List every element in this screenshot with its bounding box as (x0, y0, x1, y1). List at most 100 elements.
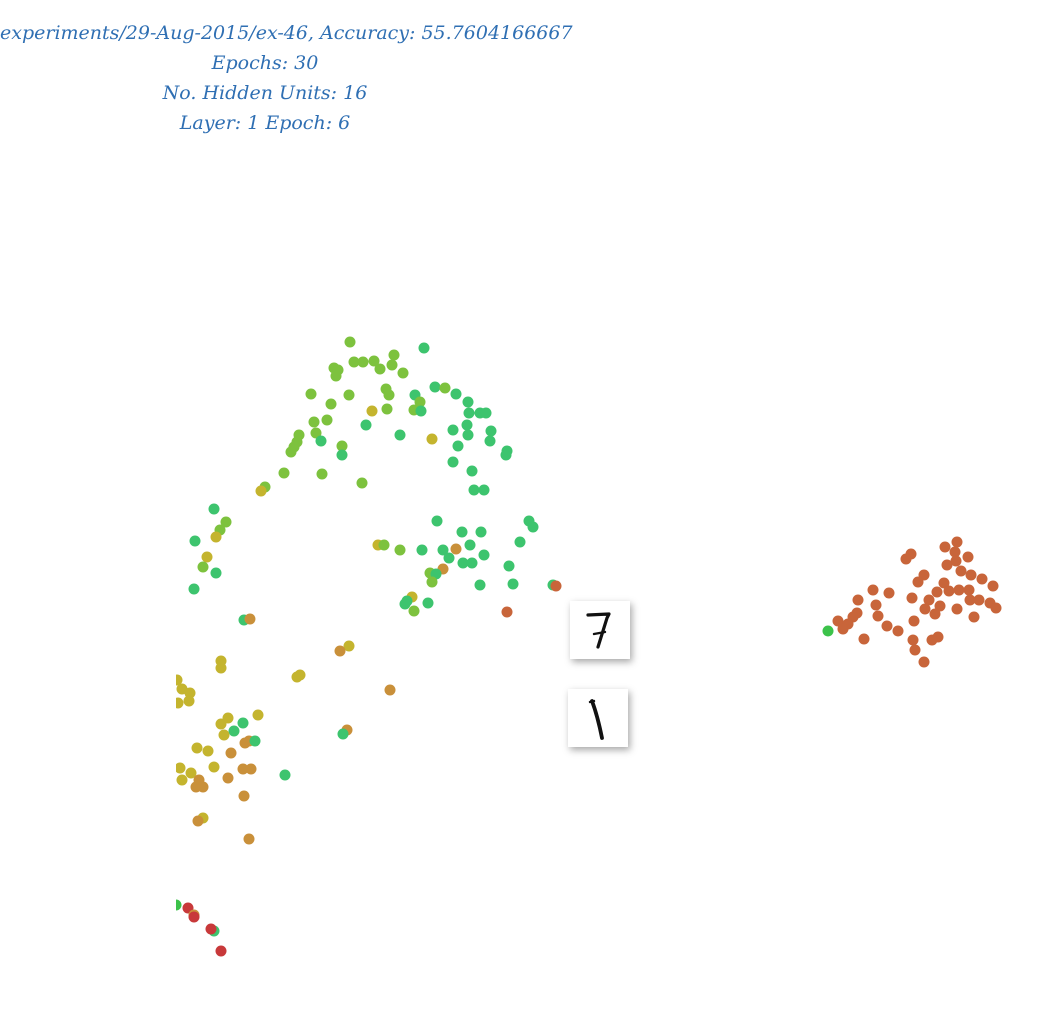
scatter-point[interactable] (325, 398, 337, 410)
scatter-point[interactable] (464, 539, 476, 551)
scatter-point[interactable] (188, 911, 200, 923)
scatter-point[interactable] (175, 762, 186, 774)
scatter-point[interactable] (881, 620, 893, 632)
scatter-point[interactable] (466, 557, 478, 569)
scatter-point[interactable] (912, 576, 924, 588)
scatter-point[interactable] (222, 772, 234, 784)
scatter-point[interactable] (171, 899, 182, 911)
scatter-point[interactable] (220, 516, 232, 528)
scatter-point[interactable] (955, 565, 967, 577)
scatter-point[interactable] (399, 598, 411, 610)
scatter-point[interactable] (462, 429, 474, 441)
scatter-point[interactable] (215, 718, 227, 730)
scatter-point[interactable] (285, 446, 297, 458)
scatter-point[interactable] (463, 407, 475, 419)
scatter-point[interactable] (990, 602, 1002, 614)
scatter-point[interactable] (360, 419, 372, 431)
scatter-point[interactable] (907, 634, 919, 646)
scatter-point[interactable] (315, 435, 327, 447)
scatter-point[interactable] (228, 725, 240, 737)
scatter-point[interactable] (197, 781, 209, 793)
scatter-point[interactable] (394, 429, 406, 441)
digit-1-thumbnail[interactable] (568, 689, 628, 747)
scatter-point[interactable] (394, 544, 406, 556)
scatter-point[interactable] (462, 396, 474, 408)
scatter-point[interactable] (965, 569, 977, 581)
scatter-point[interactable] (918, 656, 930, 668)
scatter-point[interactable] (356, 477, 368, 489)
scatter-point[interactable] (381, 403, 393, 415)
scatter-point[interactable] (478, 484, 490, 496)
scatter-point[interactable] (189, 535, 201, 547)
scatter-point[interactable] (337, 728, 349, 740)
scatter-point[interactable] (456, 526, 468, 538)
scatter-point[interactable] (210, 567, 222, 579)
scatter-point[interactable] (176, 774, 188, 786)
scatter-point[interactable] (255, 485, 267, 497)
scatter-point[interactable] (507, 578, 519, 590)
scatter-point[interactable] (201, 551, 213, 563)
scatter-point[interactable] (208, 503, 220, 515)
scatter-point[interactable] (202, 745, 214, 757)
scatter-point[interactable] (457, 557, 469, 569)
digit-7-thumbnail[interactable] (570, 601, 630, 659)
scatter-point[interactable] (366, 405, 378, 417)
scatter-point[interactable] (173, 697, 184, 709)
scatter-point[interactable] (383, 389, 395, 401)
scatter-point[interactable] (215, 945, 227, 957)
scatter-point[interactable] (374, 363, 386, 375)
scatter-point[interactable] (950, 555, 962, 567)
scatter-point[interactable] (943, 585, 955, 597)
scatter-point[interactable] (237, 763, 249, 775)
scatter-point[interactable] (334, 645, 346, 657)
scatter-point[interactable] (243, 833, 255, 845)
scatter-point[interactable] (926, 634, 938, 646)
scatter-point[interactable] (386, 359, 398, 371)
scatter-point[interactable] (452, 440, 464, 452)
scatter-point[interactable] (973, 594, 985, 606)
scatter-point[interactable] (501, 606, 513, 618)
scatter-point[interactable] (500, 449, 512, 461)
scatter-point[interactable] (858, 633, 870, 645)
scatter-point[interactable] (892, 625, 904, 637)
scatter-point[interactable] (310, 427, 322, 439)
scatter-point[interactable] (951, 536, 963, 548)
scatter-point[interactable] (919, 603, 931, 615)
scatter-point[interactable] (527, 521, 539, 533)
scatter-point[interactable] (475, 526, 487, 538)
scatter-point[interactable] (172, 674, 183, 686)
scatter-point[interactable] (934, 600, 946, 612)
scatter-point[interactable] (208, 761, 220, 773)
scatter-point[interactable] (336, 449, 348, 461)
scatter-point[interactable] (368, 355, 380, 367)
scatter-point[interactable] (210, 531, 222, 543)
scatter-point[interactable] (832, 615, 844, 627)
scatter-point[interactable] (872, 610, 884, 622)
scatter-point[interactable] (343, 640, 355, 652)
scatter-point[interactable] (837, 623, 849, 635)
scatter-point[interactable] (923, 594, 935, 606)
scatter-point[interactable] (205, 923, 217, 935)
scatter-point[interactable] (308, 416, 320, 428)
scatter-point[interactable] (964, 594, 976, 606)
scatter-point[interactable] (439, 382, 451, 394)
scatter-point[interactable] (416, 544, 428, 556)
scatter-point[interactable] (197, 561, 209, 573)
scatter-point[interactable] (909, 644, 921, 656)
scatter-point[interactable] (976, 573, 988, 585)
scatter-point[interactable] (330, 370, 342, 382)
scatter-point[interactable] (249, 735, 261, 747)
scatter-point[interactable] (408, 605, 420, 617)
scatter-point[interactable] (239, 737, 251, 749)
scatter-point[interactable] (867, 584, 879, 596)
scatter-point[interactable] (244, 613, 256, 625)
scatter-point[interactable] (906, 592, 918, 604)
scatter-point[interactable] (384, 684, 396, 696)
scatter-point[interactable] (305, 388, 317, 400)
scatter-point[interactable] (418, 342, 430, 354)
scatter-point[interactable] (183, 695, 195, 707)
scatter-point[interactable] (426, 433, 438, 445)
scatter-point[interactable] (437, 544, 449, 556)
scatter-point[interactable] (900, 553, 912, 565)
scatter-point[interactable] (185, 767, 197, 779)
